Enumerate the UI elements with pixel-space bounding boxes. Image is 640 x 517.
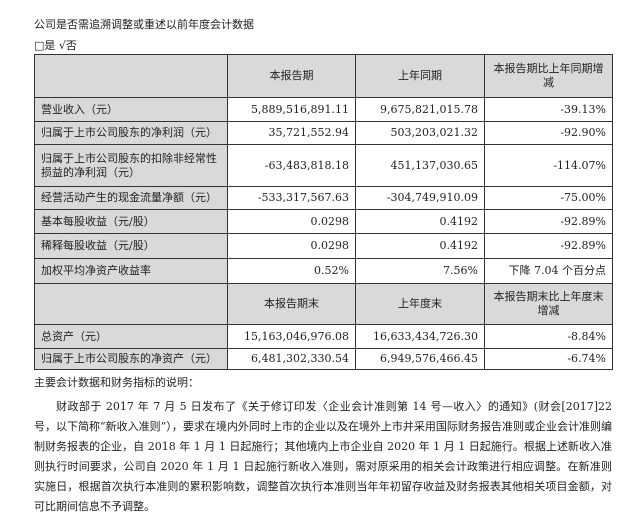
restatement-choice: □是 √否 xyxy=(34,39,77,52)
row-label: 稀释每股收益（元/股） xyxy=(34,233,228,259)
cell-value: 6,481,302,330.54 xyxy=(227,348,356,370)
table-row: 归属于上市公司股东的净资产（元） 6,481,302,330.54 6,949,57… xyxy=(34,348,613,370)
cell-value: 15,163,046,976.08 xyxy=(227,324,356,349)
cell-value: 451,137,030.65 xyxy=(355,144,485,187)
cell-value: 5,889,516,891.11 xyxy=(227,97,356,122)
row-label: 归属于上市公司股东的扣除非经常性损益的净利润（元） xyxy=(34,144,228,187)
cell-value: -92.89% xyxy=(484,209,613,234)
cell-value: -75.00% xyxy=(484,186,613,210)
column-header: 本报告期 xyxy=(227,54,356,98)
cell-value: -8.84% xyxy=(484,324,613,349)
column-header: 本报告期末 xyxy=(227,283,356,325)
column-header: 上年度末 xyxy=(355,283,485,325)
cell-value: -92.90% xyxy=(484,121,613,145)
cell-value: 0.4192 xyxy=(355,209,485,234)
table-row: 稀释每股收益（元/股） 0.0298 0.4192 -92.89% xyxy=(34,233,613,259)
table-row: 营业收入（元） 5,889,516,891.11 9,675,821,015.78-… xyxy=(34,97,613,122)
row-label: 归属于上市公司股东的净利润（元） xyxy=(34,121,228,145)
column-header: 本报告期比上年同期增减 xyxy=(484,54,613,98)
row-label: 加权平均净资产收益率 xyxy=(34,258,228,284)
cell-value: -92.89% xyxy=(484,233,613,259)
cell-value: -533,317,567.63 xyxy=(227,186,356,210)
row-label: 经营活动产生的现金流量净额（元） xyxy=(34,186,228,210)
cell-value: 0.4192 xyxy=(355,233,485,259)
notes-body: 财政部于 2017 年 7 月 5 日发布了《关于修订印发〈企业会计准则第 14… xyxy=(34,400,612,513)
cell-value: -304,749,910.09 xyxy=(355,186,485,210)
cell-value: -114.07% xyxy=(484,144,613,187)
cell-value: 下降 7.04 个百分点 xyxy=(484,258,613,284)
header-row: 本报告期末 上年度末 本报告期末比上年度末增减 xyxy=(34,283,613,325)
row-label: 营业收入（元） xyxy=(34,97,228,122)
table-row: 基本每股收益（元/股） 0.0298 0.4192 -92.89% xyxy=(34,209,613,234)
cell-value: 16,633,434,726.30 xyxy=(355,324,485,349)
row-label: 归属于上市公司股东的净资产（元） xyxy=(34,348,228,370)
cell-value: -6.74% xyxy=(484,348,613,370)
notes-title: 主要会计数据和财务指标的说明： xyxy=(34,376,199,389)
heading: 公司是否需追溯调整或重述以前年度会计数据 xyxy=(34,18,254,31)
table-row: 加权平均净资产收益率 0.52% 7.56% 下降 7.04 个百分点 xyxy=(34,258,613,284)
cell-value: -39.13% xyxy=(484,97,613,122)
column-header xyxy=(34,54,228,98)
cell-value: 0.0298 xyxy=(227,209,356,234)
cell-value: 35,721,552.94 xyxy=(227,121,356,145)
cell-value: -63,483,818.18 xyxy=(227,144,356,187)
table-row: 归属于上市公司股东的扣除非经常性损益的净利润（元） -63,483,818.18 4… xyxy=(34,144,613,187)
column-header: 上年同期 xyxy=(355,54,485,98)
column-header xyxy=(34,283,228,325)
table-row: 经营活动产生的现金流量净额（元） -533,317,567.63 -304,749,… xyxy=(34,186,613,210)
cell-value: 6,949,576,466.45 xyxy=(355,348,485,370)
cell-value: 0.0298 xyxy=(227,233,356,259)
header-row: 本报告期 上年同期 本报告期比上年同期增减 xyxy=(34,54,613,98)
table-row: 总资产（元） 15,163,046,976.08 16,633,434,726.30… xyxy=(34,324,613,349)
row-label: 基本每股收益（元/股） xyxy=(34,209,228,234)
column-header: 本报告期末比上年度末增减 xyxy=(484,283,613,325)
cell-value: 9,675,821,015.78 xyxy=(355,97,485,122)
financial-data-table: 本报告期 上年同期 本报告期比上年同期增减 营业收入（元） 5,889,516,891.… xyxy=(34,54,613,370)
table-row: 归属于上市公司股东的净利润（元） 35,721,552.94 503,203,021… xyxy=(34,121,613,145)
cell-value: 7.56% xyxy=(355,258,485,284)
row-label: 总资产（元） xyxy=(34,324,228,349)
cell-value: 0.52% xyxy=(227,258,356,284)
cell-value: 503,203,021.32 xyxy=(355,121,485,145)
